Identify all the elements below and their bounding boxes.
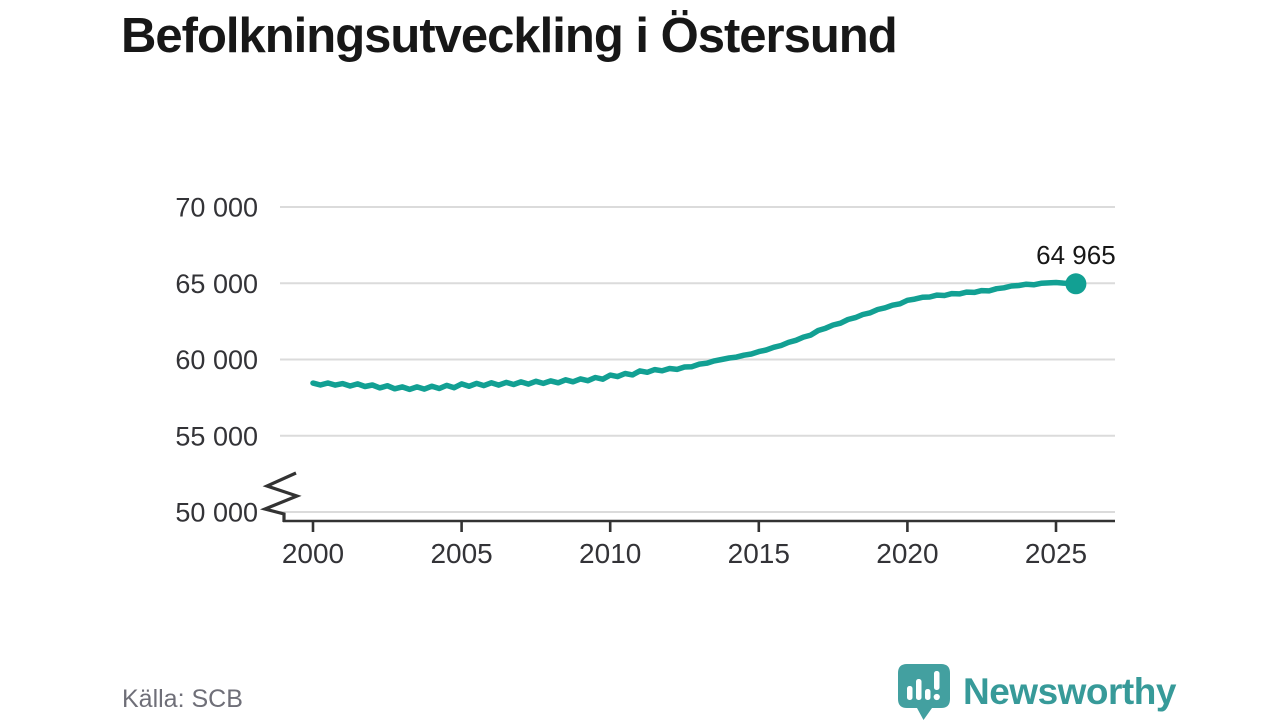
latest-value-label: 64 965 — [1036, 240, 1116, 270]
chart-title: Befolkningsutveckling i Östersund — [121, 9, 898, 63]
speech-bubble-shape — [898, 664, 950, 720]
x-tick-label: 2015 — [728, 538, 790, 569]
y-tick-label: 50 000 — [175, 498, 258, 528]
y-tick-label: 65 000 — [175, 269, 258, 299]
brand-name: Newsworthy — [963, 671, 1176, 712]
y-tick-label: 55 000 — [175, 421, 258, 451]
x-tick-label: 2025 — [1025, 538, 1087, 569]
y-axis-break-icon — [259, 471, 302, 522]
y-tick-label: 60 000 — [175, 345, 258, 375]
bar-chart-glyph — [907, 671, 940, 701]
gridlines-group — [280, 206, 1115, 513]
latest-value-marker — [1065, 273, 1087, 295]
x-tick-label: 2005 — [430, 538, 492, 569]
newsworthy-brand: Newsworthy — [896, 663, 1176, 720]
source-label: Källa: SCB — [122, 685, 243, 713]
y-tick-label: 70 000 — [175, 193, 258, 223]
x-tick-label: 2020 — [876, 538, 938, 569]
newsworthy-logo-icon — [898, 664, 950, 720]
x-tick-label: 2010 — [579, 538, 641, 569]
x-axis-group: 2000 2005 2010 2015 2020 2025 — [282, 519, 1115, 569]
x-tick-label: 2000 — [282, 538, 344, 569]
y-axis-labels-group: 70 000 65 000 60 000 55 000 50 000 — [175, 193, 258, 528]
population-line-series — [310, 279, 1079, 393]
